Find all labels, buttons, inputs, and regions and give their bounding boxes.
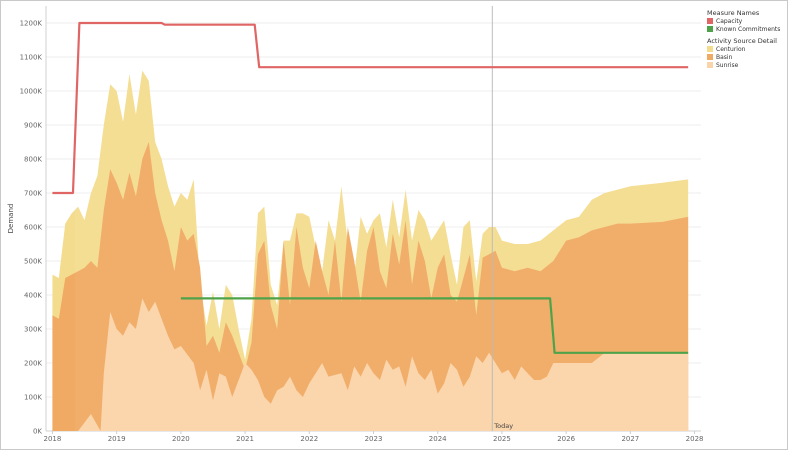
legend-swatch — [707, 46, 713, 52]
legend-item-label: Known Commitments — [716, 26, 780, 33]
y-tick-label: 1000K — [20, 88, 43, 96]
x-tick-label: 2019 — [108, 435, 126, 443]
x-tick-label: 2023 — [365, 435, 383, 443]
x-tick-label: 2020 — [172, 435, 190, 443]
line-known-commitments — [180, 297, 689, 354]
legend-item-label: Centurion — [716, 46, 746, 53]
x-tick-label: 2027 — [621, 435, 639, 443]
y-tick-label: 300K — [24, 326, 42, 334]
y-tick-label: 800K — [24, 156, 42, 164]
y-tick-label: 900K — [24, 122, 42, 130]
y-tick-label: 0K — [33, 428, 42, 436]
legend-swatch — [707, 54, 713, 60]
x-tick-label: 2028 — [686, 435, 704, 443]
y-tick-label: 100K — [24, 394, 42, 402]
area-basin — [52, 142, 689, 431]
x-tick-label: 2021 — [236, 435, 254, 443]
legend-title-measure-names: Measure Names — [707, 9, 760, 17]
y-axis-title: Demand — [7, 204, 15, 234]
x-tick-label: 2026 — [557, 435, 575, 443]
y-tick-label: 700K — [24, 190, 42, 198]
y-tick-label: 400K — [24, 292, 42, 300]
line-capacity — [52, 21, 689, 195]
y-tick-label: 600K — [24, 224, 42, 232]
legend-item-label: Capacity — [716, 18, 743, 25]
y-tick-label: 1200K — [20, 20, 43, 28]
legend-item-label: Sunrise — [716, 62, 739, 69]
y-tick-label: 200K — [24, 360, 42, 368]
legend-swatch — [707, 18, 713, 24]
legend-title-activity-source: Activity Source Detail — [707, 37, 777, 45]
legend-swatch — [707, 62, 713, 68]
y-tick-label: 1100K — [20, 54, 43, 62]
x-tick-label: 2025 — [493, 435, 511, 443]
x-tick-label: 2018 — [44, 435, 62, 443]
x-tick-label: 2024 — [429, 435, 447, 443]
y-tick-label: 500K — [24, 258, 42, 266]
area-sunrise — [52, 298, 689, 431]
area-series-group — [52, 70, 689, 431]
legend-item-label: Basin — [716, 54, 733, 61]
today-label: Today — [493, 422, 513, 430]
legend-swatch — [707, 26, 713, 32]
area-hatching — [75, 66, 689, 431]
x-tick-label: 2022 — [300, 435, 318, 443]
